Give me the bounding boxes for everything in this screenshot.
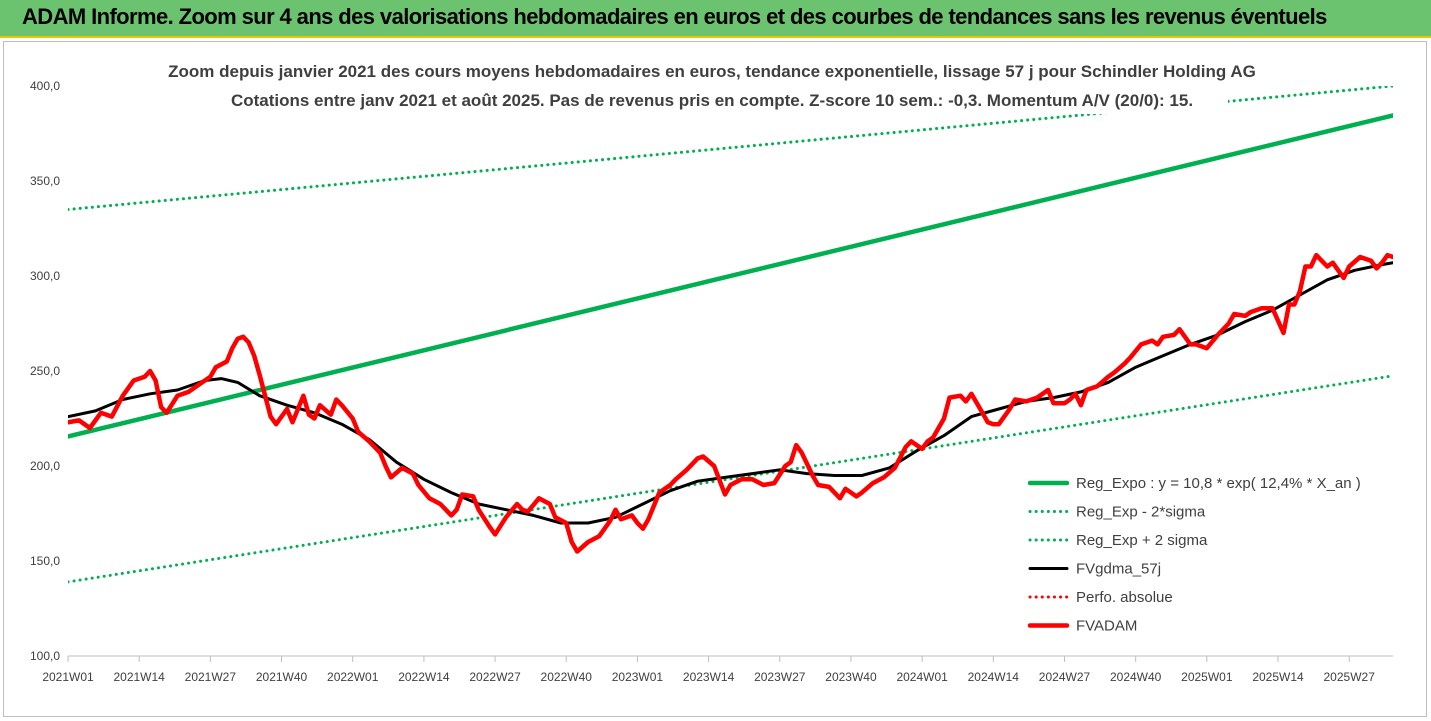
chart-title-line1: Zoom depuis janvier 2021 des cours moyen… [168, 62, 1256, 81]
x-tick-label: 2025W01 [1181, 670, 1233, 684]
y-tick-label: 300,0 [30, 269, 60, 283]
y-tick-label: 150,0 [30, 554, 60, 568]
chart-title-group: Zoom depuis janvier 2021 des cours moyen… [168, 58, 1256, 114]
x-tick-label: 2024W40 [1110, 670, 1162, 684]
x-tick-label: 2021W14 [113, 670, 165, 684]
y-axis: 100,0 150,0 200,0 250,0 300,0 350,0 400,0 [30, 79, 60, 663]
x-tick-label: 2025W27 [1324, 670, 1376, 684]
x-tick-label: 2024W14 [968, 670, 1020, 684]
chart-legend: Reg_Expo : y = 10,8 * exp( 12,4% * X_an … [1027, 475, 1361, 635]
legend-label-reg-expo-y-10-8-exp-12-4-x-an: Reg_Expo : y = 10,8 * exp( 12,4% * X_an … [1076, 475, 1361, 492]
x-tick-label: 2022W40 [541, 670, 593, 684]
x-tick-label: 2025W14 [1252, 670, 1304, 684]
legend-label-fvadam: FVADAM [1076, 618, 1137, 635]
x-axis: 2021W01 2021W14 2021W27 2021W40 2022W01 2022W… [42, 655, 1393, 684]
x-tick-label: 2022W14 [398, 670, 450, 684]
report-banner: ADAM Informe. Zoom sur 4 ans des valoris… [0, 0, 1431, 38]
y-tick-label: 200,0 [30, 459, 60, 473]
y-tick-label: 100,0 [30, 649, 60, 663]
y-tick-label: 250,0 [30, 364, 60, 378]
series-line-reg-exp-2-sigma [68, 374, 1393, 584]
legend-label-fvgdma-57j: FVgdma_57j [1076, 561, 1161, 578]
x-tick-label: 2021W01 [42, 670, 94, 684]
chart-title-line2: Cotations entre janv 2021 et août 2025. … [231, 91, 1193, 110]
x-tick-label: 2023W01 [612, 670, 664, 684]
chart-title-background [198, 58, 1228, 114]
x-tick-label: 2021W27 [185, 670, 237, 684]
x-tick-label: 2021W40 [256, 670, 308, 684]
x-tick-label: 2022W01 [327, 670, 379, 684]
x-tick-label: 2023W14 [683, 670, 735, 684]
y-tick-label: 350,0 [30, 174, 60, 188]
chart-frame [3, 41, 1427, 717]
series-group [68, 86, 1393, 584]
legend-label-reg-exp-2-sigma: Reg_Exp - 2*sigma [1076, 504, 1206, 521]
report-banner-title: ADAM Informe. Zoom sur 4 ans des valoris… [22, 4, 1327, 29]
x-tick-label: 2023W27 [754, 670, 806, 684]
y-tick-label: 400,0 [30, 79, 60, 93]
series-line-fvadam [68, 252, 1393, 554]
series-line-reg-expo-y-10-8-exp-12-4-x-an [68, 113, 1393, 439]
x-tick-label: 2022W27 [469, 670, 521, 684]
x-tick-label: 2024W01 [896, 670, 948, 684]
legend-label-reg-exp-2-sigma: Reg_Exp + 2 sigma [1076, 532, 1208, 549]
legend-label-perfo-absolue: Perfo. absolue [1076, 589, 1173, 606]
x-tick-label: 2024W27 [1039, 670, 1091, 684]
x-tick-label: 2023W40 [825, 670, 877, 684]
series-line-fvgdma-57j [68, 261, 1393, 525]
